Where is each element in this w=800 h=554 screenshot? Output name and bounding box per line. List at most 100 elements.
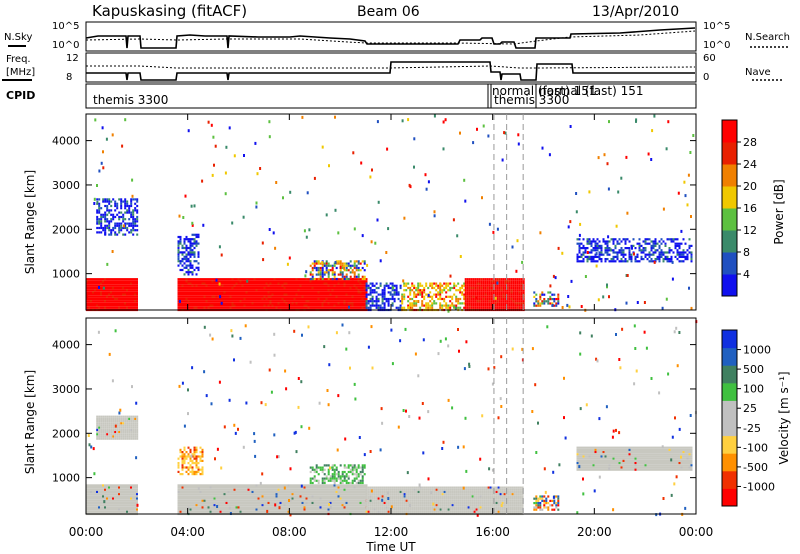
- heat-cell: [195, 273, 198, 276]
- heat-cell: [648, 251, 651, 254]
- heat-cell: [197, 255, 200, 258]
- heat-cell: [229, 300, 232, 303]
- heat-cell: [191, 244, 194, 247]
- heat-cell: [201, 493, 204, 496]
- heat-cell: [313, 300, 316, 303]
- heat-cell: [136, 488, 138, 491]
- heat-cell: [221, 510, 224, 513]
- heat-cell: [106, 302, 108, 305]
- heat-cell: [327, 286, 330, 290]
- heat-cell: [243, 506, 246, 509]
- heat-cell: [470, 280, 473, 283]
- heat-cell: [205, 286, 208, 290]
- heat-cell: [106, 218, 109, 221]
- heat-cell: [263, 300, 266, 303]
- heat-cell: [480, 304, 483, 307]
- heat-cell: [114, 202, 117, 205]
- heat-cell: [106, 484, 108, 487]
- heat-cell: [468, 289, 471, 292]
- heat-cell: [183, 240, 186, 243]
- heat-cell: [343, 275, 346, 278]
- heat-cell: [257, 501, 260, 505]
- heat-cell: [126, 282, 128, 285]
- heat-cell: [287, 284, 290, 287]
- heat-cell: [690, 244, 693, 247]
- heat-cell: [185, 264, 188, 267]
- heat-cell: [134, 278, 136, 281]
- heat-cell: [261, 300, 264, 303]
- heat-cell: [279, 286, 282, 290]
- heat-cell: [592, 255, 595, 258]
- heat-cell: [263, 499, 266, 502]
- heat-cell: [315, 269, 318, 272]
- heat-cell: [122, 218, 125, 221]
- heat-cell: [116, 484, 118, 487]
- freq-label-2: [MHz]: [6, 67, 35, 78]
- heat-cell: [281, 291, 284, 294]
- heat-cell: [239, 497, 242, 500]
- heat-cell: [349, 264, 352, 267]
- heat-cell: [537, 302, 540, 305]
- heat-cell: [128, 289, 130, 292]
- heat-cell: [259, 486, 262, 489]
- heat-cell: [447, 282, 450, 285]
- heat-cell: [325, 284, 328, 287]
- heat-point: [334, 208, 337, 212]
- heat-cell: [255, 504, 258, 507]
- heat-cell: [281, 286, 284, 290]
- heat-cell: [305, 284, 308, 287]
- heat-cell: [281, 486, 284, 489]
- heat-cell: [211, 488, 214, 491]
- heat-cell: [353, 297, 356, 301]
- heat-cell: [263, 297, 266, 301]
- heat-cell: [303, 286, 306, 290]
- heat-cell: [122, 300, 124, 303]
- heat-cell: [201, 495, 204, 498]
- heat-cell: [359, 284, 362, 287]
- heat-point: [268, 135, 271, 139]
- heat-cell: [642, 249, 645, 252]
- heat-cell: [201, 501, 204, 505]
- heat-cell: [181, 280, 184, 283]
- heat-cell: [321, 269, 324, 272]
- heat-cell: [225, 306, 228, 309]
- heat-cell: [630, 255, 633, 258]
- heat-cell: [383, 286, 386, 290]
- heat-cell: [128, 490, 130, 494]
- heat-cell: [510, 286, 513, 290]
- heat-cell: [257, 499, 260, 502]
- heat-cell: [676, 253, 679, 256]
- heat-cell: [241, 493, 244, 496]
- heat-cell: [323, 293, 326, 296]
- heat-cell: [122, 293, 124, 296]
- heat-cell: [592, 258, 595, 261]
- heat-cell: [295, 490, 298, 494]
- heat-cell: [189, 510, 192, 513]
- heat-cell: [670, 255, 673, 258]
- heat-cell: [231, 302, 234, 305]
- heat-cell: [217, 278, 220, 281]
- heat-cell: [500, 295, 503, 298]
- heat-cell: [100, 222, 103, 225]
- heat-cell: [321, 266, 324, 270]
- heat-cell: [102, 229, 105, 232]
- heat-cell: [177, 508, 180, 511]
- heat-cell: [122, 286, 124, 290]
- heat-point: [211, 173, 214, 177]
- heat-cell: [293, 508, 296, 511]
- heat-cell: [393, 297, 396, 301]
- heat-cell: [472, 282, 475, 285]
- heat-cell: [197, 490, 200, 494]
- heat-cell: [112, 226, 115, 230]
- heat-cell: [490, 291, 493, 294]
- heat-cell: [682, 249, 685, 252]
- heat-cell: [177, 242, 180, 245]
- heat-cell: [520, 300, 523, 303]
- heat-cell: [293, 289, 296, 292]
- heat-cell: [187, 289, 190, 292]
- heat-cell: [504, 291, 507, 294]
- heat-cell: [361, 282, 364, 285]
- heat-cell: [98, 490, 100, 494]
- heat-cell: [578, 251, 581, 254]
- heat-cell: [421, 300, 424, 303]
